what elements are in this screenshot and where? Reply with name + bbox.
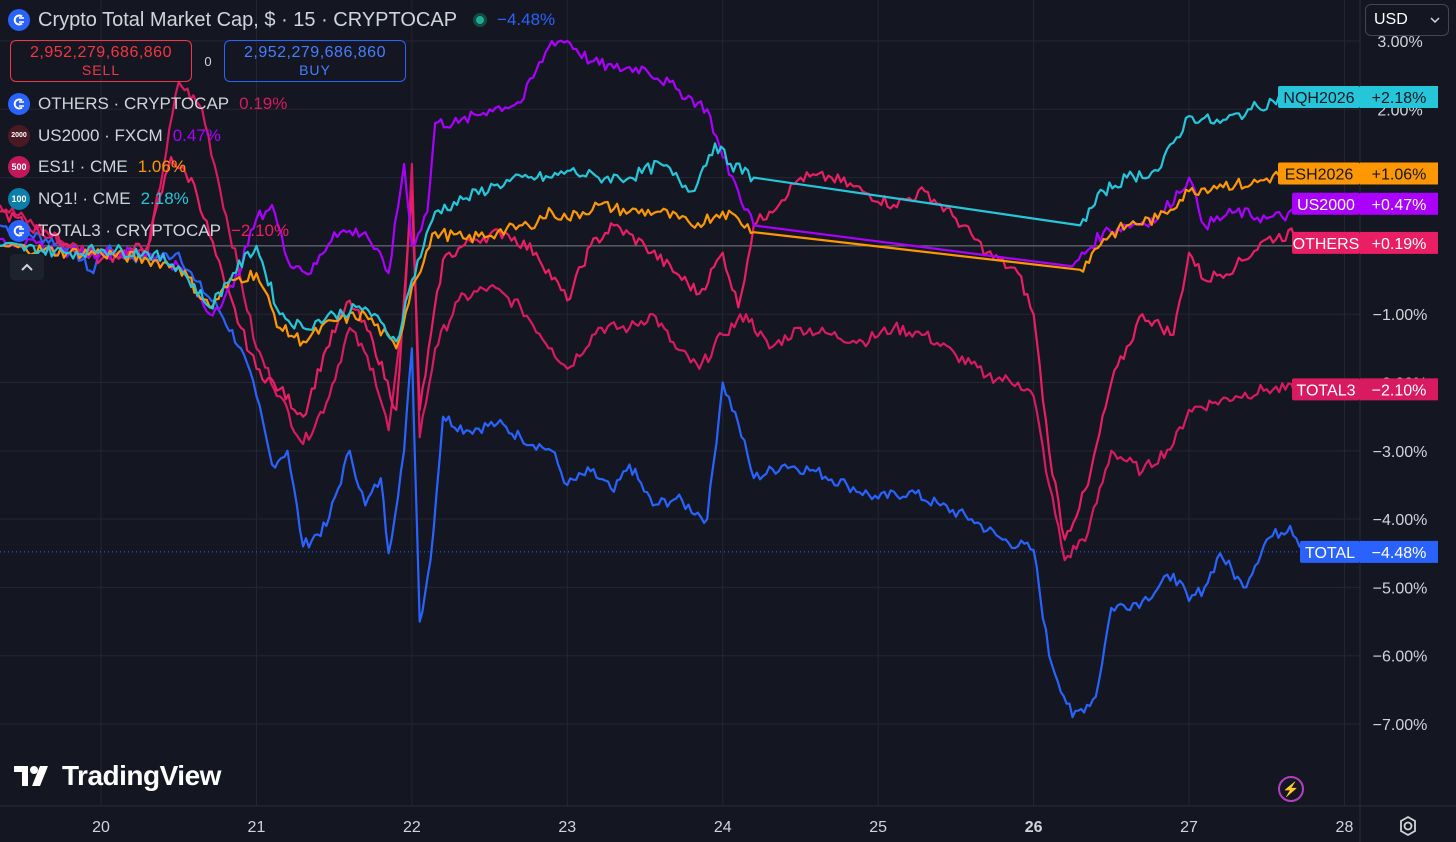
settings-gear-icon[interactable] [1396,814,1420,838]
series-label-total3[interactable]: TOTAL3 −2.10% [1292,378,1438,401]
spread-value: 0 [204,53,212,69]
legend-change: 0.47% [172,125,221,145]
series-value-bg [1360,85,1438,108]
series-value: −4.48% [1372,545,1427,562]
series-line-total [0,224,1307,719]
x-tick-label: 22 [403,819,421,836]
buy-label: BUY [299,62,331,78]
legend-row[interactable]: 500 ES1! · CME 1.06% [8,151,555,183]
series-value-bg [1360,540,1438,563]
series-label-us2000[interactable]: US2000 +0.47% [1292,192,1438,215]
tradingview-logo-icon [14,766,48,786]
us2000-icon: 2000 [8,124,30,147]
currency-select[interactable]: USD [1365,4,1449,36]
series-value: +0.47% [1372,197,1427,214]
series-value: +0.19% [1372,236,1427,253]
legend-change: −2.10% [230,220,290,240]
buy-button[interactable]: 2,952,279,686,860 BUY [224,40,406,82]
collapse-legend-button[interactable] [10,254,44,280]
market-status-icon[interactable] [473,13,488,27]
series-label-total[interactable]: TOTAL −4.48% [1300,540,1438,563]
x-tick-label: 26 [1025,819,1043,836]
x-tick-label: 27 [1180,819,1198,836]
series-value: −2.10% [1372,382,1427,399]
cryptocap-icon [8,92,30,115]
sell-label: SELL [81,62,121,78]
series-tag-name: US2000 [1297,197,1355,214]
legend-symbol: ES1! · CME [38,157,128,177]
series-label-nqh2026[interactable]: NQH2026 +2.18% [1278,85,1438,108]
series-value-bg [1360,192,1438,215]
series-tag-name: TOTAL [1305,545,1355,562]
legend-change: 1.06% [137,157,186,177]
es-icon: 500 [8,156,30,179]
cryptocap-icon [8,9,30,31]
series-value: +2.18% [1372,90,1427,107]
series-label-others[interactable]: OTHERS +0.19% [1292,231,1438,254]
buy-price: 2,952,279,686,860 [244,44,386,61]
x-tick-label: 24 [714,819,732,836]
series-label-esh2026[interactable]: ESH2026 +1.06% [1278,162,1438,185]
tradingview-logo[interactable]: TradingView [14,760,221,792]
chevron-up-icon [21,263,33,271]
series-tag-bg [1278,162,1360,185]
cryptocap-icon [8,219,30,242]
y-tick-label: −6.00% [1373,649,1428,666]
series-value-bg [1360,231,1438,254]
series-line-others [0,156,1299,541]
sell-button[interactable]: 2,952,279,686,860 SELL [10,40,192,82]
legend-change: 2.18% [140,188,189,208]
currency-value: USD [1374,11,1408,28]
nq-icon: 100 [8,187,30,210]
y-tick-label: −1.00% [1373,307,1428,324]
legend-symbol: OTHERS · CRYPTOCAP [38,93,230,113]
lightning-icon[interactable]: ⚡ [1278,776,1304,802]
series-tag-bg [1292,192,1360,215]
series-value-bg [1360,378,1438,401]
series-tag-name: ESH2026 [1285,166,1354,183]
y-tick-label: −5.00% [1373,580,1428,597]
sell-price: 2,952,279,686,860 [30,44,172,61]
legend-row[interactable]: 2000 US2000 · FXCM 0.47% [8,120,555,152]
x-tick-label: 20 [92,819,110,836]
y-tick-label: 3.00% [1377,34,1422,51]
logo-text: TradingView [62,760,221,791]
x-tick-label: 25 [869,819,887,836]
legend-symbol: NQ1! · CME [38,188,131,208]
x-tick-label: 23 [558,819,576,836]
y-tick-label: −7.00% [1373,717,1428,734]
legend-symbol: TOTAL3 · CRYPTOCAP [38,220,221,240]
series-tag-bg [1278,85,1360,108]
y-tick-label: −4.00% [1373,512,1428,529]
chart-legend: Crypto Total Market Cap, $ · 15 · CRYPTO… [8,6,555,246]
legend-row[interactable]: OTHERS · CRYPTOCAP 0.19% [8,88,555,120]
y-tick-label: −3.00% [1373,444,1428,461]
chart-title[interactable]: Crypto Total Market Cap, $ · 15 · CRYPTO… [38,8,458,31]
series-line-esh2026 [0,170,1283,350]
series-tag-bg [1292,231,1360,254]
series-line-total3 [0,80,1299,562]
series-tag-bg [1300,540,1360,563]
series-tag-name: OTHERS [1293,236,1360,253]
series-value: +1.06% [1372,166,1427,183]
grid [0,0,1360,806]
legend-row[interactable]: TOTAL3 · CRYPTOCAP −2.10% [8,215,555,247]
chevron-down-icon [1430,17,1440,23]
legend-row[interactable]: 100 NQ1! · CME 2.18% [8,183,555,215]
series-tag-name: NQH2026 [1283,90,1354,107]
title-change: −4.48% [497,10,556,29]
series-tag-name: TOTAL3 [1297,382,1356,399]
x-tick-label: 28 [1336,819,1354,836]
series-value-bg [1360,162,1438,185]
legend-symbol: US2000 · FXCM [38,125,163,145]
legend-change: 0.19% [239,93,288,113]
series-tag-bg [1292,378,1360,401]
x-tick-label: 21 [248,819,266,836]
series-line-nqh2026 [0,94,1283,343]
